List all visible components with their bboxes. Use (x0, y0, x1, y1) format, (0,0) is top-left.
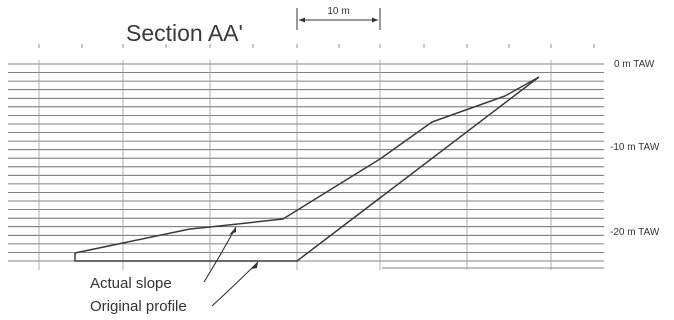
depth-label-0m: 0 m TAW (614, 59, 655, 70)
depth-label-minus10m: -10 m TAW (610, 142, 660, 153)
actual-slope-label: Actual slope (90, 275, 172, 292)
depth-grid-lines (8, 63, 604, 269)
scale-bar-label: 10 m (327, 6, 349, 17)
top-tick-marks (38, 44, 595, 48)
original-profile-line (74, 76, 540, 262)
actual-slope-line (74, 76, 540, 254)
scale-bar: 10 m (296, 6, 381, 30)
section-title: Section AA' (126, 20, 243, 46)
original-profile-label: Original profile (90, 298, 187, 315)
original-profile-leader (211, 261, 259, 307)
depth-label-minus20m: -20 m TAW (610, 227, 660, 238)
vertical-grid-lines (38, 60, 552, 270)
